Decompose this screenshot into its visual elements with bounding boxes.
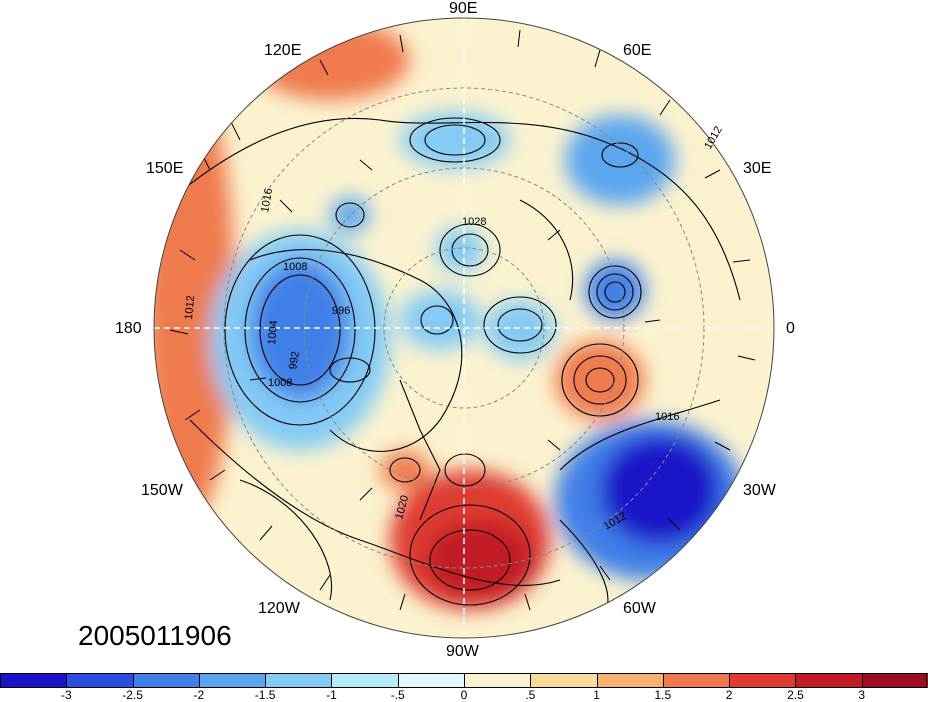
longitude-label-30e: 30E bbox=[743, 160, 772, 177]
contour-label: 1028 bbox=[462, 216, 486, 228]
colorbar-segment bbox=[198, 673, 266, 688]
colorbar-tick-label: .5 bbox=[525, 688, 536, 702]
colorbar-tick-label: 0 bbox=[460, 688, 468, 702]
anomaly-europe-warm bbox=[555, 340, 645, 420]
colorbar-tick-label: -2 bbox=[193, 688, 205, 702]
colorbar-segment bbox=[397, 673, 464, 688]
contour-label: 1016 bbox=[259, 187, 275, 213]
datestamp: 2005011906 bbox=[78, 620, 232, 651]
contour-label: 1008 bbox=[268, 377, 292, 389]
colorbar-segment bbox=[861, 673, 928, 688]
colorbar-segment bbox=[729, 673, 796, 688]
wind-barbs bbox=[169, 29, 756, 611]
anomaly-small-warm bbox=[380, 450, 430, 490]
colorbar-tick-label: -2.5 bbox=[122, 688, 143, 702]
anomaly-europe-cold bbox=[565, 115, 675, 205]
colorbar-segment bbox=[662, 673, 730, 688]
colorbar-tick-label: -3 bbox=[60, 688, 72, 702]
map-boundary bbox=[153, 17, 775, 639]
anomaly-asia-cold bbox=[400, 112, 510, 168]
colorbar-segment bbox=[132, 673, 199, 688]
colorbar-tick-label: -1 bbox=[326, 688, 337, 702]
longitude-label-60w: 60W bbox=[623, 600, 656, 617]
anomaly-atlantic-cold-inner bbox=[600, 435, 720, 545]
colorbar-tick-label: 2.5 bbox=[787, 688, 804, 702]
colorbar-segment bbox=[265, 673, 332, 688]
colorbar-segment bbox=[795, 673, 862, 688]
colorbar-tick-label: 1 bbox=[593, 688, 600, 702]
anomaly-small-cold-2 bbox=[435, 228, 485, 272]
colorbar bbox=[0, 673, 928, 689]
contour-label: 1004 bbox=[266, 320, 280, 345]
contour-label: 992 bbox=[287, 350, 302, 370]
map-disk bbox=[154, 18, 774, 638]
colorbar-segment bbox=[596, 673, 663, 688]
contour-label: 1008 bbox=[283, 261, 307, 273]
colorbar-segment bbox=[463, 673, 531, 688]
contour-label: 1012 bbox=[702, 124, 725, 151]
longitude-label-90e: 90E bbox=[449, 0, 478, 17]
pressure-contours bbox=[169, 117, 741, 621]
anomaly-siberia-warm bbox=[250, 20, 410, 100]
meridians bbox=[154, 18, 774, 638]
colorbar-segment bbox=[66, 673, 133, 688]
colorbar-tick-label: -.5 bbox=[390, 688, 405, 702]
longitude-label-120e: 120E bbox=[264, 42, 302, 59]
colorbar-segment bbox=[331, 673, 398, 688]
longitude-label-150w: 150W bbox=[141, 482, 183, 499]
colorbar-tick-label: 3 bbox=[858, 688, 866, 702]
contour-label: 996 bbox=[332, 305, 350, 317]
longitude-label-60e: 60E bbox=[623, 42, 652, 59]
colorbar-segment bbox=[530, 673, 597, 688]
colorbar-tick-label: 1.5 bbox=[654, 688, 672, 702]
anomaly-pacific-cold-inner bbox=[250, 260, 350, 400]
contour-label: 1012 bbox=[183, 295, 197, 320]
anomaly-north-america-hot bbox=[425, 520, 535, 600]
longitude-label-0: 0 bbox=[786, 320, 795, 337]
contour-label: 1016 bbox=[655, 411, 679, 423]
longitude-label-180: 180 bbox=[115, 320, 142, 337]
anomaly-scandinavia-cold bbox=[585, 260, 645, 320]
anomaly-pole-cold bbox=[400, 290, 480, 350]
longitude-label-150e: 150E bbox=[146, 160, 184, 177]
colorbar-tick-label: -1.5 bbox=[254, 688, 276, 702]
longitude-label-120w: 120W bbox=[258, 600, 300, 617]
longitude-label-90w: 90W bbox=[446, 643, 479, 660]
longitude-label-30w: 30W bbox=[743, 482, 776, 499]
colorbar-tick-label: 2 bbox=[725, 688, 733, 702]
colorbar-segment bbox=[0, 673, 67, 688]
